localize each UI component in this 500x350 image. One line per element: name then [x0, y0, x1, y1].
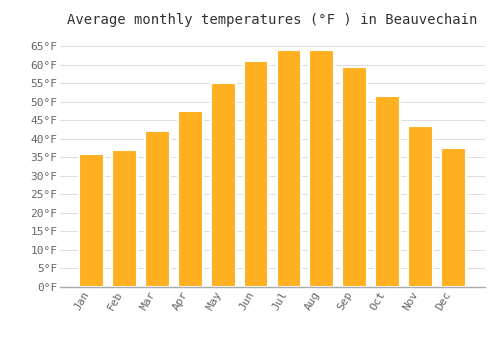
- Bar: [178, 111, 203, 287]
- Bar: [112, 150, 137, 287]
- Bar: [408, 126, 433, 287]
- Bar: [310, 50, 334, 287]
- Bar: [441, 148, 466, 287]
- Bar: [244, 61, 268, 287]
- Bar: [211, 83, 236, 287]
- Bar: [376, 96, 400, 287]
- Title: Average monthly temperatures (°F ) in Beauvechain: Average monthly temperatures (°F ) in Be…: [68, 13, 478, 27]
- Bar: [145, 131, 170, 287]
- Bar: [276, 50, 301, 287]
- Bar: [342, 66, 367, 287]
- Bar: [80, 154, 104, 287]
